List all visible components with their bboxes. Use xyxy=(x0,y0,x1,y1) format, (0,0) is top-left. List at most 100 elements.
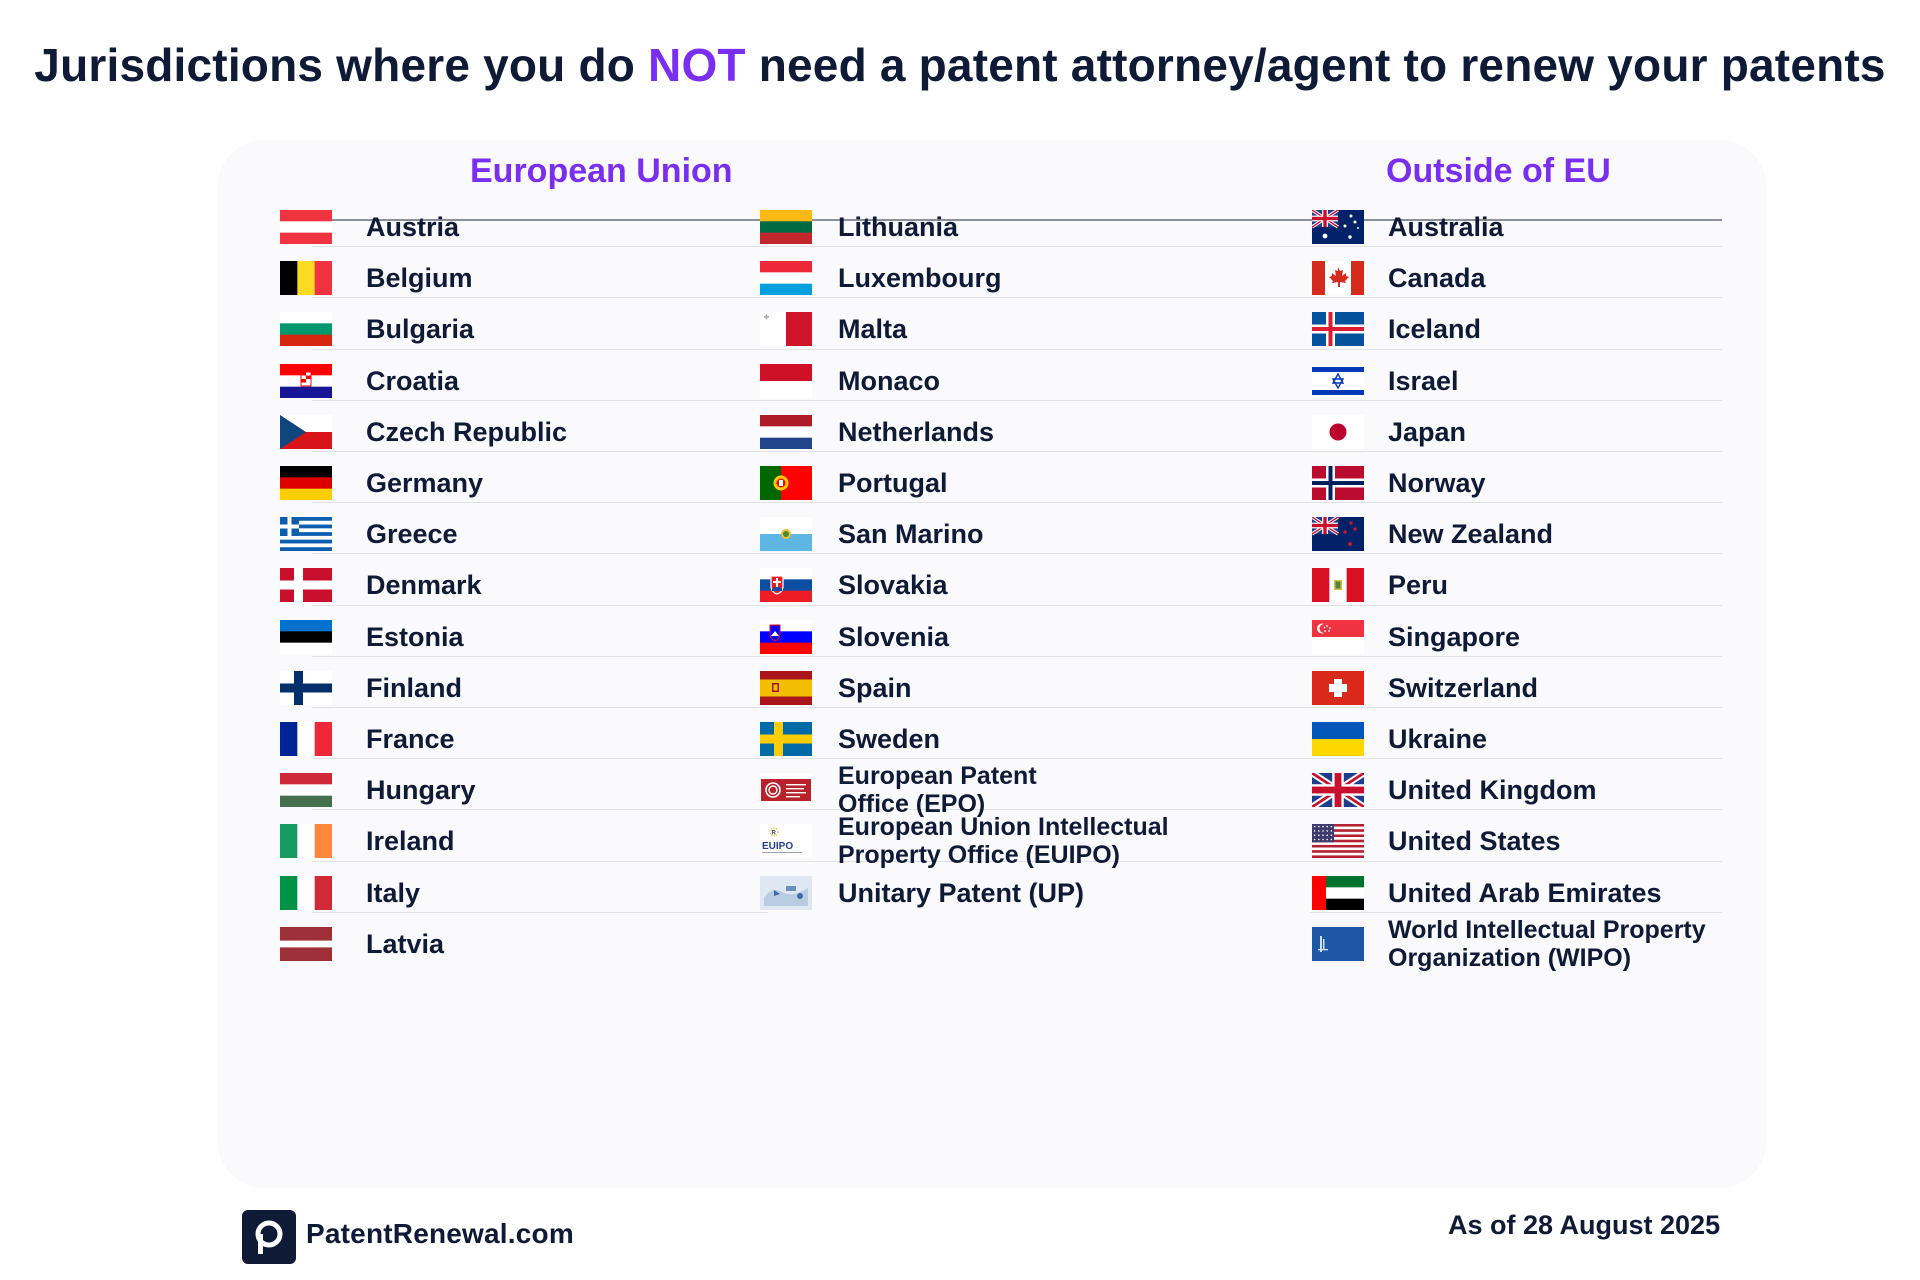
jurisdiction-name: Japan xyxy=(1388,416,1467,447)
denmark-flag-icon xyxy=(280,568,332,603)
jurisdiction-name: United Arab Emirates xyxy=(1388,877,1662,908)
jurisdiction-name: Sweden xyxy=(838,724,941,754)
list-item xyxy=(312,298,768,350)
jurisdiction-name: San Marino xyxy=(838,519,984,550)
iceland-flag-icon xyxy=(1312,312,1364,347)
jurisdiction-name: World Intellectual Property Organization… xyxy=(1388,915,1706,972)
list-item xyxy=(312,196,768,248)
portugal-flag-icon xyxy=(760,466,812,500)
ukraine-flag-icon xyxy=(1312,722,1364,757)
israel-flag-icon xyxy=(1312,363,1364,398)
finland-flag-icon xyxy=(280,670,332,705)
jurisdiction-name: Slovenia xyxy=(838,621,950,652)
italy-flag-icon xyxy=(280,875,333,910)
list-item xyxy=(760,401,1310,452)
germany-flag-icon xyxy=(280,466,332,501)
jurisdiction-name: Peru xyxy=(1388,570,1449,601)
list-item xyxy=(312,554,768,606)
japan-flag-icon xyxy=(1312,414,1364,449)
list-item xyxy=(760,554,1310,606)
jurisdiction-name: Malta xyxy=(838,314,908,345)
list-item xyxy=(1310,862,1722,913)
jurisdiction-name: Iceland xyxy=(1388,314,1482,345)
list-item xyxy=(760,708,1310,760)
jurisdiction-name: Luxembourg xyxy=(838,263,1002,294)
list-item xyxy=(1310,298,1722,350)
jurisdiction-name: Canada xyxy=(1388,263,1486,294)
jurisdiction-name: Portugal xyxy=(838,468,948,498)
uae-flag-icon xyxy=(1312,875,1364,910)
jurisdiction-name: Lithuania xyxy=(838,212,958,242)
list-item xyxy=(760,247,1310,299)
list-item xyxy=(760,503,1310,555)
list-item xyxy=(760,759,1310,811)
jurisdiction-name: United States xyxy=(1388,826,1561,857)
new-zealand-flag-icon xyxy=(1311,515,1364,552)
jurisdiction-name: France xyxy=(366,724,455,754)
svg-text:EUIPO: EUIPO xyxy=(762,841,793,852)
jurisdiction-name: European Patent Office (EPO) xyxy=(838,762,1037,819)
wipo-logo-icon xyxy=(1312,926,1364,961)
jurisdiction-name: Finland xyxy=(366,672,462,703)
jurisdiction-name: Ukraine xyxy=(1388,724,1488,754)
jurisdiction-name: Bulgaria xyxy=(366,314,475,345)
slovenia-flag-icon xyxy=(760,619,812,654)
malta-flag-icon xyxy=(760,312,813,347)
spain-flag-icon xyxy=(760,670,812,705)
header-european-union: European Union xyxy=(470,152,733,190)
jurisdiction-name: Switzerland xyxy=(1388,672,1539,703)
header-divider xyxy=(312,219,1722,221)
switzerland-flag-icon xyxy=(1312,670,1364,705)
jurisdiction-name: Ireland xyxy=(366,826,455,857)
luxembourg-flag-icon xyxy=(760,261,812,296)
list-item xyxy=(312,759,768,811)
svg-text:R: R xyxy=(772,831,777,837)
list-item xyxy=(1310,708,1722,760)
jurisdiction-name: Latvia xyxy=(366,928,445,959)
peru-flag-icon xyxy=(1312,568,1365,603)
list-item xyxy=(312,452,768,504)
epo-logo-icon xyxy=(760,773,812,808)
list-item xyxy=(312,401,768,452)
jurisdiction-name: United Kingdom xyxy=(1388,775,1597,806)
czech-republic-flag-icon xyxy=(280,414,332,450)
list-item xyxy=(1310,503,1722,555)
jurisdiction-name: Czech Republic xyxy=(366,416,568,447)
sweden-flag-icon xyxy=(760,722,812,756)
jurisdictions-card xyxy=(218,140,1766,1188)
jurisdiction-name: Germany xyxy=(366,468,484,498)
list-item xyxy=(312,657,768,708)
latvia-flag-icon xyxy=(280,926,332,961)
norway-flag-icon xyxy=(1312,466,1364,500)
list-item xyxy=(1310,247,1722,299)
netherlands-flag-icon xyxy=(760,414,812,450)
monaco-flag-icon xyxy=(760,363,812,398)
title-after: need a patent attorney/agent to renew yo… xyxy=(745,39,1886,91)
jurisdiction-name: New Zealand xyxy=(1388,519,1554,550)
united-kingdom-flag-icon xyxy=(1310,770,1366,811)
list-item xyxy=(760,606,1310,657)
footer-date: As of 28 August 2025 xyxy=(1448,1210,1721,1240)
jurisdiction-name: Monaco xyxy=(838,365,941,396)
singapore-flag-icon xyxy=(1312,619,1364,654)
list-item xyxy=(1310,606,1722,657)
hungary-flag-icon xyxy=(280,773,332,808)
jurisdiction-name: Israel xyxy=(1388,365,1459,396)
euipo-logo-icon: R EUIPO xyxy=(760,824,812,859)
jurisdiction-name: European Union Intellectual Property Off… xyxy=(838,813,1169,870)
united-states-flag-icon xyxy=(1312,824,1364,859)
footer-site-link[interactable]: PatentRenewal.com xyxy=(306,1218,574,1249)
list-item xyxy=(1310,554,1722,606)
page-title: Jurisdictions where you do NOT need a pa… xyxy=(0,38,1920,92)
list-item xyxy=(1310,657,1722,708)
jurisdiction-name: Estonia xyxy=(366,621,464,652)
title-highlight: NOT xyxy=(648,39,746,91)
slovakia-flag-icon xyxy=(760,568,812,603)
header-outside-eu: Outside of EU xyxy=(1386,152,1611,190)
list-item xyxy=(760,298,1310,350)
jurisdiction-name: Singapore xyxy=(1388,621,1521,652)
jurisdiction-name: Netherlands xyxy=(838,416,995,447)
list-item xyxy=(312,503,768,555)
jurisdiction-name: Spain xyxy=(838,672,912,703)
san-marino-flag-icon xyxy=(760,517,812,552)
